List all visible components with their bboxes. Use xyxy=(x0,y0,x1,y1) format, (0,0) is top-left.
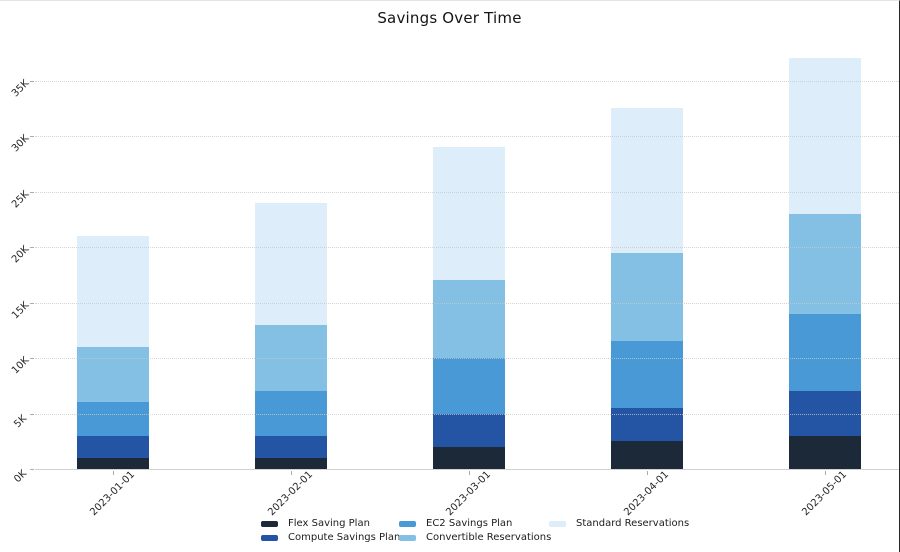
chart-title: Savings Over Time xyxy=(377,9,522,27)
bar-segment xyxy=(255,457,327,469)
bar-segment xyxy=(611,341,683,408)
bar-segment xyxy=(789,313,861,392)
y-tick-mark xyxy=(30,302,34,304)
y-tick-mark xyxy=(30,136,34,137)
bar-segment xyxy=(611,108,683,253)
legend-label: Convertible Reservations xyxy=(426,531,552,543)
legend-label: EC2 Savings Plan xyxy=(426,518,513,529)
y-axis-tick-label: 15K xyxy=(9,299,32,321)
bar-segment xyxy=(433,358,505,414)
y-tick-mark xyxy=(30,358,34,359)
bar-segment xyxy=(77,235,149,347)
bar-segment xyxy=(433,147,505,281)
bar-segment xyxy=(77,346,149,403)
legend-item: Compute Savings Plan xyxy=(261,532,400,544)
y-tick-mark xyxy=(30,191,34,193)
y-axis-tick-label: 30K xyxy=(9,132,32,155)
legend-swatch-icon xyxy=(261,534,278,541)
legend-label: Standard Reservations xyxy=(576,518,690,529)
x-tick-mark xyxy=(113,471,114,475)
legend-swatch-icon xyxy=(399,534,416,541)
x-axis-tick-label: 2023-01-01 xyxy=(88,469,138,519)
legend-item: EC2 Savings Plan xyxy=(399,518,512,530)
bar-segment xyxy=(789,435,861,469)
legend-item: Standard Reservations xyxy=(549,518,689,530)
y-axis-tick-label: 35K xyxy=(9,77,32,99)
bar-segment xyxy=(433,446,505,469)
y-tick-mark xyxy=(30,469,34,470)
legend-item: Flex Saving Plan xyxy=(261,518,370,530)
y-axis-tick-label: 25K xyxy=(9,188,32,210)
x-axis-tick-label: 2023-04-01 xyxy=(622,469,672,519)
y-gridline xyxy=(35,136,899,137)
bar-segment xyxy=(77,457,149,469)
bar-segment xyxy=(77,435,149,458)
x-tick-mark xyxy=(291,471,292,475)
bar-segment xyxy=(789,58,861,214)
y-axis-tick-label: 20K xyxy=(9,243,32,266)
bar-segment xyxy=(789,213,861,314)
bar-segment xyxy=(255,202,327,325)
bar-segment xyxy=(789,391,861,436)
x-axis-tick-label: 2023-02-01 xyxy=(266,469,316,519)
x-axis-tick-label: 2023-05-01 xyxy=(800,469,850,519)
bar-segment xyxy=(255,324,327,392)
y-axis-tick-label: 5K xyxy=(12,412,30,430)
legend-label: Compute Savings Plan xyxy=(288,531,401,543)
bar-segment xyxy=(255,435,327,458)
legend-swatch-icon xyxy=(549,521,566,527)
x-axis-baseline xyxy=(35,469,899,470)
x-tick-mark xyxy=(825,471,826,475)
legend-item: Convertible Reservations xyxy=(399,532,551,544)
legend-label: Flex Saving Plan xyxy=(288,518,370,529)
bar-segment xyxy=(77,402,149,436)
legend-swatch-icon xyxy=(261,521,278,527)
y-gridline xyxy=(35,80,899,82)
legend-swatch-icon xyxy=(399,521,416,527)
x-tick-mark xyxy=(469,471,470,475)
y-tick-mark xyxy=(30,80,34,82)
y-tick-mark xyxy=(30,413,34,415)
y-tick-mark xyxy=(30,247,34,248)
x-axis-tick-label: 2023-03-01 xyxy=(444,469,494,519)
bar-segment xyxy=(611,441,683,469)
y-axis-tick-label: 0K xyxy=(12,468,30,486)
bar-segment xyxy=(611,407,683,442)
x-tick-mark xyxy=(647,471,648,475)
bar-segment xyxy=(611,252,683,342)
bar-segment xyxy=(433,280,505,358)
bar-segment xyxy=(255,391,327,436)
y-axis-tick-label: 10K xyxy=(9,354,32,377)
bar-segment xyxy=(433,413,505,447)
